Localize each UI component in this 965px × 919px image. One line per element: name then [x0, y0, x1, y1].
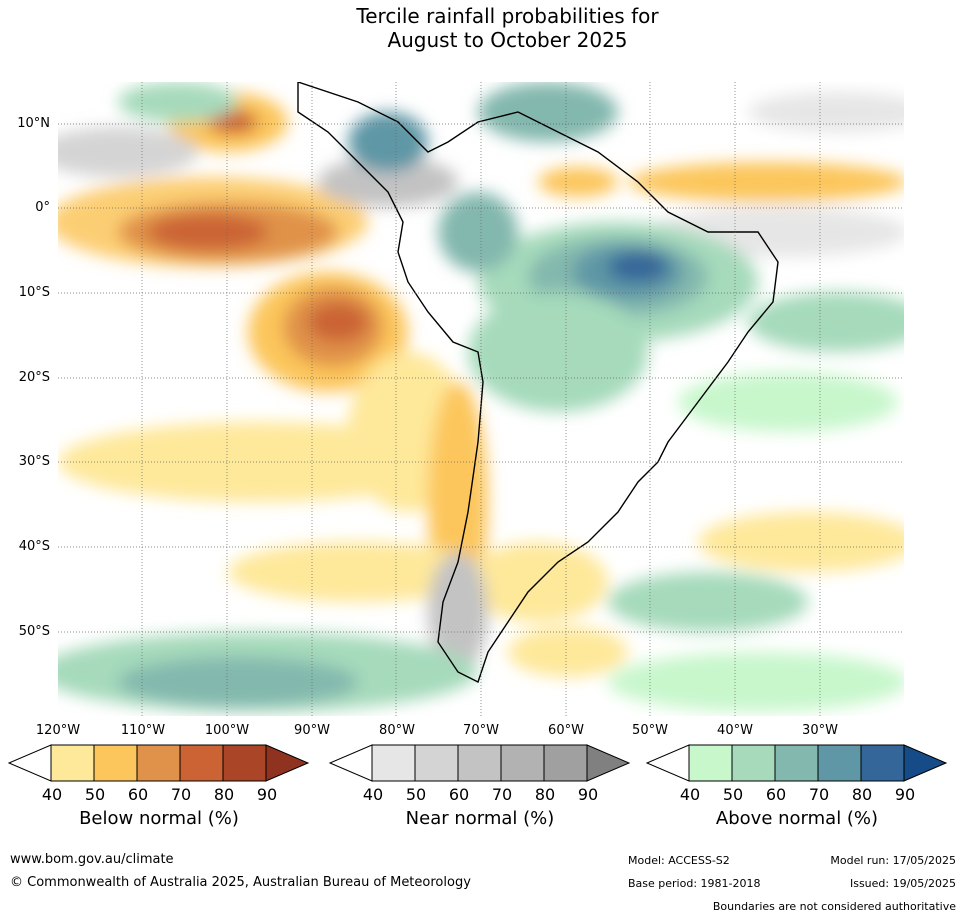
- footer-base-period: Base period: 1981-2018: [628, 877, 761, 890]
- footer-disclaimer: Boundaries are not considered authoritat…: [712, 900, 956, 913]
- near-normal-segment-70: [500, 744, 545, 782]
- near-normal-segment-60: [457, 744, 502, 782]
- near-normal-segment-40: [371, 744, 416, 782]
- colorbar-above-normal: [646, 744, 948, 782]
- map-canvas: [58, 82, 904, 716]
- lat-label-0: 0°: [35, 200, 50, 215]
- footer-copyright: © Commonwealth of Australia 2025, Austra…: [10, 875, 471, 890]
- lat-label-40s: 40°S: [18, 539, 50, 554]
- title-line-2: August to October 2025: [387, 28, 628, 52]
- near-tick-60: 60: [448, 785, 470, 804]
- colorbar-above-segments: [688, 744, 905, 782]
- colorbar-title-above: Above normal (%): [715, 808, 879, 829]
- above-normal-segment-80: [860, 744, 905, 782]
- lat-label-10s: 10°S: [18, 285, 50, 300]
- below-tick-50: 50: [84, 785, 106, 804]
- above-tick-40: 40: [679, 785, 701, 804]
- footer-model: Model: ACCESS-S2: [628, 854, 730, 867]
- below-tick-90: 90: [256, 785, 278, 804]
- near-tick-90: 90: [577, 785, 599, 804]
- below-tick-40: 40: [41, 785, 63, 804]
- near-normal-segment-80: [543, 744, 588, 782]
- colorbar-near-normal: [329, 744, 631, 782]
- below-tick-60: 60: [127, 785, 149, 804]
- lat-label-50s: 50°S: [18, 624, 50, 639]
- colorbar-title-below: Below normal (%): [79, 808, 239, 829]
- above-normal-segment-50: [731, 744, 776, 782]
- graticule: [58, 82, 904, 716]
- lon-label-80w: 80°W: [379, 723, 415, 738]
- colorbar-near-segments: [371, 744, 588, 782]
- colorbar-near-lower-extension: [329, 744, 373, 782]
- lat-label-10n: 10°N: [17, 116, 50, 131]
- below-tick-80: 80: [213, 785, 235, 804]
- lon-label-100w: 100°W: [204, 723, 250, 738]
- below-tick-70: 70: [170, 785, 192, 804]
- lon-label-60w: 60°W: [548, 723, 584, 738]
- colorbar-above-upper-extension: [903, 744, 948, 782]
- footer-model-run: Model run: 17/05/2025: [830, 854, 956, 867]
- lon-label-50w: 50°W: [632, 723, 668, 738]
- above-tick-70: 70: [808, 785, 830, 804]
- lat-label-20s: 20°S: [18, 370, 50, 385]
- lon-label-70w: 70°W: [463, 723, 499, 738]
- below-normal-segment-70: [179, 744, 224, 782]
- colorbar-below-normal: [8, 744, 310, 782]
- above-tick-60: 60: [765, 785, 787, 804]
- title-line-1: Tercile rainfall probabilities for: [356, 4, 659, 28]
- lat-label-30s: 30°S: [18, 454, 50, 469]
- near-normal-segment-50: [414, 744, 459, 782]
- lon-label-30w: 30°W: [802, 723, 838, 738]
- colorbar-near-upper-extension: [586, 744, 631, 782]
- near-tick-80: 80: [534, 785, 556, 804]
- coastline: [297, 82, 779, 683]
- map-title: Tercile rainfall probabilities for Augus…: [0, 4, 965, 52]
- below-normal-segment-60: [136, 744, 181, 782]
- footer-website: www.bom.gov.au/climate: [10, 852, 174, 867]
- above-tick-80: 80: [851, 785, 873, 804]
- colorbar-above-lower-extension: [646, 744, 690, 782]
- below-normal-segment-40: [50, 744, 95, 782]
- above-tick-90: 90: [894, 785, 916, 804]
- footer-issued: Issued: 19/05/2025: [849, 877, 956, 890]
- colorbar-below-segments: [50, 744, 267, 782]
- below-normal-segment-80: [222, 744, 267, 782]
- above-normal-segment-40: [688, 744, 733, 782]
- near-tick-50: 50: [405, 785, 427, 804]
- colorbar-title-near: Near normal (%): [405, 808, 555, 829]
- lon-label-110w: 110°W: [120, 723, 166, 738]
- colorbar-below-lower-extension: [8, 744, 52, 782]
- below-normal-segment-50: [93, 744, 138, 782]
- lon-label-120w: 120°W: [35, 723, 81, 738]
- colorbar-below-upper-extension: [265, 744, 310, 782]
- above-normal-segment-60: [774, 744, 819, 782]
- probability-shading: [58, 82, 904, 712]
- above-tick-50: 50: [722, 785, 744, 804]
- forecast-map: [58, 82, 904, 716]
- lon-label-40w: 40°W: [717, 723, 753, 738]
- lon-label-90w: 90°W: [294, 723, 330, 738]
- near-tick-70: 70: [491, 785, 513, 804]
- above-normal-segment-70: [817, 744, 862, 782]
- near-tick-40: 40: [362, 785, 384, 804]
